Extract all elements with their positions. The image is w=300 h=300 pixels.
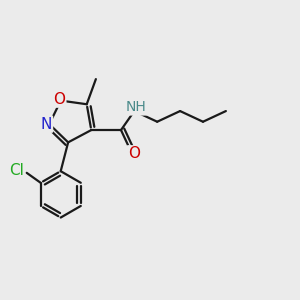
Text: O: O	[53, 92, 65, 106]
Text: N: N	[40, 117, 52, 132]
Text: O: O	[128, 146, 140, 161]
Text: Cl: Cl	[9, 163, 24, 178]
Text: NH: NH	[125, 100, 146, 115]
